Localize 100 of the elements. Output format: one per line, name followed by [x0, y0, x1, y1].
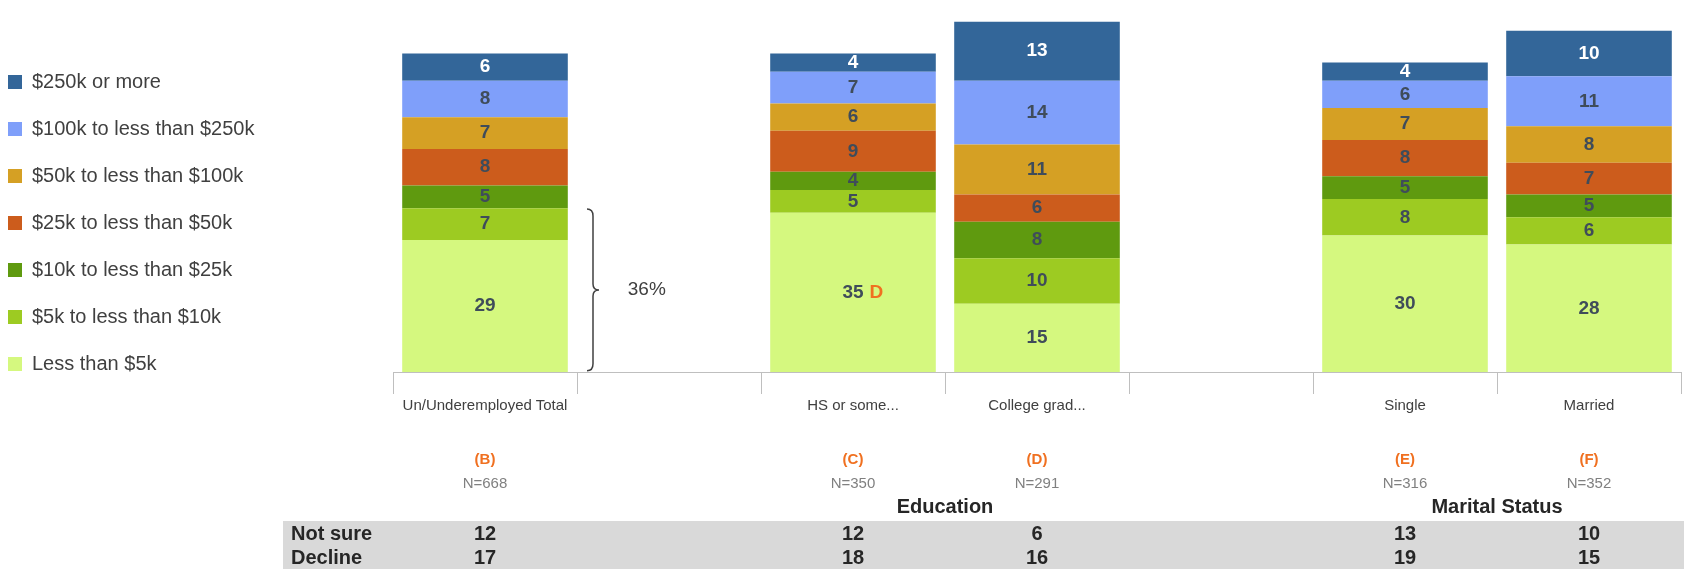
x-tick-label: HS or some...: [807, 396, 899, 414]
data-label: 4: [1399, 59, 1411, 81]
bar: [954, 303, 1120, 372]
data-label: 13: [1026, 39, 1048, 61]
x-tick-label: (E) N=316: [1382, 450, 1428, 491]
data-label: 12: [473, 522, 497, 545]
x-tick-label: (D) N=291: [1014, 450, 1060, 491]
bar: [1322, 199, 1488, 236]
legend-label: $10k to less than $25k: [32, 258, 233, 281]
data-label: 8: [1399, 205, 1411, 227]
bar: [770, 71, 936, 104]
bar: [1322, 80, 1488, 109]
bar: [1506, 126, 1672, 163]
data-label: 8: [479, 87, 491, 109]
bar: [1322, 139, 1488, 177]
bar: [954, 21, 1120, 81]
y-tick-label: Decline: [291, 546, 363, 569]
annotation: 36%: [627, 278, 666, 300]
data-label: 6: [1031, 522, 1043, 545]
bar: [1322, 176, 1488, 200]
data-label: 6: [479, 55, 491, 77]
data-label: 8: [479, 155, 491, 177]
data-label: 29: [474, 294, 496, 316]
bar: [1506, 244, 1672, 372]
bar: [1322, 108, 1488, 140]
y-tick-label: Not sure: [291, 522, 373, 545]
bar: [402, 240, 568, 372]
bar: [402, 53, 568, 81]
bar: [1506, 30, 1672, 77]
bar: [954, 221, 1120, 259]
data-label: 5: [1399, 175, 1411, 197]
data-label: 4: [847, 169, 859, 191]
bar: [1506, 76, 1672, 127]
bar: [1322, 235, 1488, 372]
bar: [402, 208, 568, 241]
data-label: 10: [1026, 269, 1048, 291]
x-tick-label: Single: [1384, 396, 1426, 414]
x-tick-label: College grad...: [988, 396, 1086, 414]
bar: [770, 130, 936, 172]
data-label: 28: [1578, 296, 1600, 318]
bar: [954, 144, 1120, 195]
data-label: 6: [1399, 82, 1411, 104]
data-label: 10: [1578, 41, 1600, 63]
data-label: 7: [479, 212, 491, 234]
data-label: 5: [479, 185, 491, 207]
data-label: 9: [847, 139, 859, 161]
legend-label: $5k to less than $10k: [32, 305, 222, 328]
data-label: 35 D: [842, 280, 884, 302]
text: Education: [896, 495, 994, 518]
data-label: 12: [841, 522, 865, 545]
bar: [1506, 217, 1672, 245]
data-label: 8: [1031, 228, 1043, 250]
data-label: 11: [1578, 89, 1600, 111]
bar: [770, 190, 936, 213]
data-label: 6: [1583, 219, 1595, 241]
data-label: 7: [1583, 166, 1595, 188]
legend-label: $50k to less than $100k: [32, 164, 244, 187]
data-label: 7: [847, 75, 859, 97]
bar: [954, 258, 1120, 304]
bar: [402, 149, 568, 186]
data-label: 15: [1577, 546, 1601, 569]
legend-label: $100k to less than $250k: [32, 117, 255, 140]
data-label: 6: [1031, 196, 1043, 218]
data-label: 8: [1399, 146, 1411, 168]
data-label: 4: [847, 50, 859, 72]
bar: [770, 171, 936, 190]
legend-label: $250k or more: [32, 70, 161, 93]
bar: [1506, 162, 1672, 195]
data-label: 16: [1025, 546, 1049, 569]
data-label: 7: [479, 121, 491, 143]
bar: [954, 80, 1120, 145]
data-label: 5: [1583, 194, 1595, 216]
data-label: 13: [1393, 522, 1417, 545]
bar: [1322, 62, 1488, 81]
legend-label: $25k to less than $50k: [32, 211, 233, 234]
data-label: 11: [1026, 157, 1048, 179]
bar: [402, 117, 568, 150]
data-label: 15: [1026, 326, 1048, 348]
data-label: 10: [1577, 522, 1601, 545]
x-tick-label: Un/Underemployed Total: [402, 396, 568, 414]
data-label: 30: [1394, 291, 1416, 313]
data-label: 17: [473, 546, 497, 569]
data-label: 7: [1399, 112, 1411, 134]
text: Marital Status: [1431, 495, 1563, 518]
data-label: 6: [847, 105, 859, 127]
x-tick-label: Married: [1563, 396, 1615, 414]
data-label: 19: [1393, 546, 1417, 569]
legend-label: Less than $5k: [32, 352, 157, 375]
data-label: 14: [1026, 100, 1048, 122]
bar: [770, 53, 936, 72]
x-tick-label: (B) N=668: [462, 450, 508, 491]
bar: [770, 212, 936, 372]
bar: [402, 185, 568, 209]
bar: [954, 194, 1120, 222]
x-tick-label: (C) N=350: [830, 450, 876, 491]
data-label: 18: [841, 546, 865, 569]
data-label: 8: [1583, 132, 1595, 154]
data-label: 5: [847, 189, 859, 211]
bar: [1506, 194, 1672, 218]
x-tick-label: (F) N=352: [1566, 450, 1612, 491]
